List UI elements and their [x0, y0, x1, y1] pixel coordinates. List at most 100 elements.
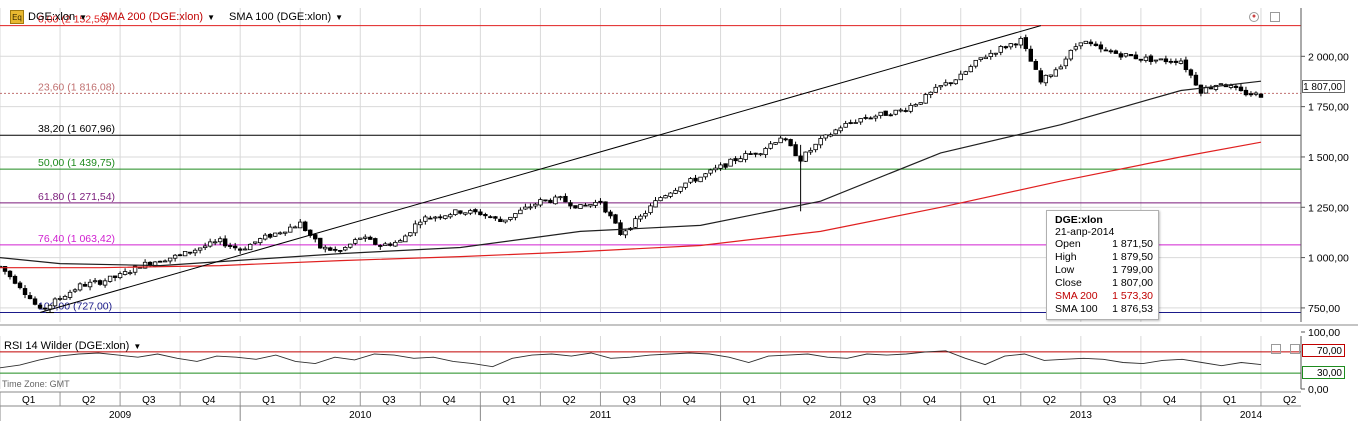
candle-body [1053, 69, 1059, 77]
chevron-down-icon[interactable]: ▼ [207, 12, 216, 22]
candle-body [1083, 40, 1089, 44]
reset-zoom-icon[interactable]: ● [1249, 12, 1259, 22]
chevron-down-icon[interactable]: ▼ [79, 12, 87, 22]
candle-body [263, 234, 268, 240]
x-year-label: 2013 [1070, 410, 1093, 421]
candle-body [448, 214, 453, 218]
candle-body [1198, 84, 1204, 94]
candle-body [548, 199, 553, 203]
candle-body [318, 237, 323, 249]
candle-body [107, 275, 113, 282]
candle-body [102, 280, 108, 286]
fibonacci-label: 38,20 (1 607,96) [38, 123, 115, 135]
x-tick-label: Q4 [1163, 395, 1177, 406]
candle-body [518, 209, 523, 215]
candle-body [593, 201, 598, 206]
tooltip-row: Open 1 871,50 [1055, 238, 1158, 251]
x-tick-label: Q4 [202, 395, 216, 406]
indicator-lines [0, 25, 1262, 314]
rsi-label: RSI 14 Wilder (DGE:xlon) [4, 340, 130, 352]
x-tick-label: Q2 [322, 395, 336, 406]
candle-body [1098, 44, 1104, 50]
tooltip-value: 1 799,00 [1112, 264, 1153, 276]
sma100-line [0, 80, 1262, 267]
candle-body [1088, 41, 1094, 45]
candle-body [1153, 59, 1159, 62]
candle-body [293, 226, 298, 229]
candle-body [513, 213, 518, 218]
candle-body [903, 110, 908, 112]
candle-body [848, 122, 853, 124]
x-year-label: 2014 [1240, 410, 1263, 421]
maximize-icon[interactable] [1270, 12, 1280, 22]
candle-body [328, 247, 333, 251]
chevron-down-icon[interactable]: ▼ [133, 341, 142, 351]
candle-body [838, 127, 843, 132]
candle-body [1108, 50, 1114, 53]
candle-body [538, 199, 543, 206]
candle-body [563, 195, 568, 203]
y-tick-label: 750,00 [1308, 303, 1340, 315]
candle-body [47, 304, 53, 310]
candle-body [923, 94, 928, 104]
candle-body [438, 216, 443, 219]
candle-body [378, 245, 383, 247]
candle-body [828, 134, 833, 137]
candle-body [1173, 60, 1179, 63]
candle-body [187, 251, 193, 254]
candle-body [268, 233, 273, 238]
candle-body [182, 251, 188, 257]
candle-body [413, 223, 418, 234]
x-tick-label: Q2 [82, 395, 96, 406]
candle-body [1078, 42, 1084, 47]
candle-body [623, 230, 628, 236]
last-price-tag: 1 807,00 [1302, 80, 1345, 93]
candle-body [588, 203, 593, 207]
candle-body [1213, 84, 1219, 90]
x-tick-label: Q2 [1043, 395, 1057, 406]
y-tick-label: 1 750,00 [1308, 102, 1349, 114]
chart-corner-icons: ● [1249, 12, 1280, 22]
candle-body [818, 138, 823, 146]
candle-body [453, 209, 458, 216]
rsi-legend[interactable]: RSI 14 Wilder (DGE:xlon) ▼ [4, 340, 141, 352]
close-panel-icon[interactable] [1290, 344, 1300, 354]
chevron-down-icon[interactable]: ▼ [335, 12, 344, 22]
candle-body [933, 86, 938, 93]
fibonacci-label: 61,80 (1 271,54) [38, 191, 115, 203]
candle-body [27, 295, 33, 300]
rsi-panel-icons [1271, 344, 1300, 354]
tooltip-date: 21-апр-2014 [1055, 226, 1115, 238]
candle-body [313, 234, 318, 240]
candle-body [353, 239, 358, 244]
candle-body [633, 218, 638, 228]
candle-body [358, 237, 363, 240]
rsi-line [0, 350, 1262, 369]
x-tick-label: Q3 [622, 395, 636, 406]
candle-body [1228, 85, 1234, 88]
candle-body [17, 282, 23, 289]
candle-body [823, 134, 828, 139]
legend-instrument[interactable]: Eq DGE:xlon ▼ [10, 10, 87, 24]
tooltip-key: SMA 200 [1055, 290, 1098, 302]
tooltip-key: High [1055, 251, 1077, 263]
candle-body [348, 243, 353, 248]
candle-body [738, 158, 743, 163]
candle-body [217, 238, 223, 243]
legend-sma200[interactable]: SMA 200 (DGE:xlon) ▼ [101, 11, 215, 23]
x-tick-label: Q1 [262, 395, 276, 406]
candle-body [242, 248, 248, 251]
restore-icon[interactable] [1271, 344, 1281, 354]
rsi-panel: 100,00 0,00 [0, 327, 1340, 396]
candle-body [157, 260, 163, 263]
candle-body [87, 281, 93, 288]
candle-body [768, 143, 773, 149]
candle-body [1068, 49, 1074, 60]
candle-body [67, 291, 73, 298]
x-tick-label: Q3 [382, 395, 396, 406]
instrument-label: DGE:xlon [28, 11, 76, 23]
candle-body [603, 201, 608, 213]
candle-body [1183, 59, 1189, 70]
legend-sma100[interactable]: SMA 100 (DGE:xlon) ▼ [229, 11, 343, 23]
candle-body [883, 110, 888, 116]
